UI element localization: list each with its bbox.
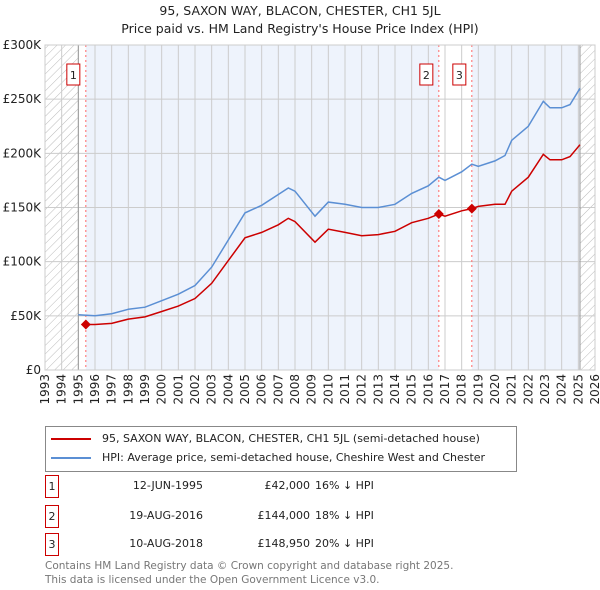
- sale-price: £148,950: [257, 537, 311, 550]
- x-tick-label: 2012: [355, 374, 369, 405]
- sale-point: [433, 209, 444, 219]
- x-tick-label: 2015: [405, 374, 419, 405]
- x-tick-label: 2023: [538, 374, 552, 405]
- x-tick-label: 2014: [388, 374, 402, 405]
- legend-label-hpi: HPI: Average price, semi-detached house,…: [102, 451, 486, 464]
- sale-point: [466, 203, 477, 214]
- x-tick-label: 2017: [438, 374, 452, 405]
- x-tick-label: 2024: [555, 374, 569, 405]
- sale-row: 3 10-AUG-2018 £148,950 20% ↓ HPI: [45, 533, 445, 557]
- x-tick-label: 2022: [521, 374, 535, 405]
- sale-hpi-diff: 18% ↓ HPI: [315, 509, 374, 522]
- x-tick-label: 1998: [121, 374, 135, 405]
- sale-marker-label: 1: [45, 475, 59, 498]
- x-tick-label: 2005: [238, 374, 252, 405]
- legend-swatch-hpi: [51, 457, 91, 459]
- x-tick-label: 1996: [88, 374, 102, 405]
- sale-marker-label: 2: [45, 505, 59, 528]
- footer: Contains HM Land Registry data © Crown c…: [45, 559, 453, 587]
- y-tick-label: £100K: [3, 255, 43, 269]
- sale-row: 2 19-AUG-2016 £144,000 18% ↓ HPI: [45, 505, 445, 529]
- chart-title: 95, SAXON WAY, BLACON, CHESTER, CH1 5JL: [159, 3, 441, 18]
- sale-hpi-diff: 16% ↓ HPI: [315, 479, 374, 492]
- sale-point: [80, 319, 91, 330]
- footer-licence: This data is licensed under the Open Gov…: [45, 574, 380, 586]
- sale-date: 19-AUG-2016: [129, 509, 203, 522]
- x-tick-label: 2007: [271, 374, 285, 405]
- sale-date: 12-JUN-1995: [132, 479, 203, 492]
- x-tick-label: 2016: [421, 374, 435, 405]
- sale-price: £144,000: [257, 509, 311, 522]
- y-tick-label: £300K: [3, 38, 43, 52]
- x-tick-label: 2000: [155, 374, 169, 405]
- price-chart: 1993 1994 1995 1996 1997 1998 1999 2000 2001 2002…: [3, 38, 600, 405]
- sale-marker-box: [419, 63, 434, 86]
- x-tick-label: 2001: [171, 374, 185, 405]
- x-tick-label: 2021: [505, 374, 519, 405]
- x-tick-label: 2004: [221, 374, 235, 405]
- x-tick-label: 1995: [71, 374, 85, 405]
- chart-subtitle: Price paid vs. HM Land Registry's House …: [121, 21, 479, 36]
- sale-row: 1 12-JUN-1995 £42,000 16% ↓ HPI: [45, 475, 445, 499]
- x-tick-label: 2013: [371, 374, 385, 405]
- x-tick-label: 2020: [488, 374, 502, 405]
- x-tick-label: 2018: [455, 374, 469, 405]
- footer-copyright: Contains HM Land Registry data © Crown c…: [45, 560, 454, 572]
- sale-marker-number: 3: [456, 69, 463, 82]
- legend-swatch-property: [51, 438, 91, 440]
- y-tick-label: £0: [26, 363, 41, 377]
- x-tick-label: 2006: [255, 374, 269, 405]
- sale-marker-box: [452, 63, 467, 86]
- legend-label-property: 95, SAXON WAY, BLACON, CHESTER, CH1 5JL …: [102, 432, 480, 445]
- series-line: [85, 144, 581, 326]
- x-tick-label: 2026: [588, 374, 600, 405]
- x-tick-label: 2008: [288, 374, 302, 405]
- y-tick-label: £50K: [10, 309, 42, 323]
- x-tick-label: 2010: [321, 374, 335, 405]
- x-tick-label: 2025: [571, 374, 585, 405]
- x-tick-label: 1994: [55, 374, 69, 405]
- x-tick-label: 2003: [205, 374, 219, 405]
- legend: 95, SAXON WAY, BLACON, CHESTER, CH1 5JL …: [45, 426, 517, 472]
- y-tick-label: £150K: [3, 201, 43, 215]
- sale-price: £42,000: [264, 479, 311, 492]
- y-tick-label: £200K: [3, 146, 43, 160]
- plot-border: [44, 44, 596, 371]
- x-tick-label: 2019: [471, 374, 485, 405]
- y-tick-label: £250K: [3, 92, 43, 106]
- x-tick-label: 1993: [38, 374, 52, 405]
- sale-marker-label: 3: [45, 533, 59, 556]
- sale-hpi-diff: 20% ↓ HPI: [315, 537, 374, 550]
- x-tick-label: 1997: [105, 374, 119, 405]
- sale-marker-number: 2: [423, 69, 430, 82]
- x-tick-label: 2002: [188, 374, 202, 405]
- x-tick-label: 2011: [338, 374, 352, 405]
- sale-marker-box: [66, 63, 81, 86]
- sale-date: 10-AUG-2018: [129, 537, 203, 550]
- x-tick-label: 1999: [138, 374, 152, 405]
- series-line: [78, 87, 581, 317]
- x-tick-label: 2009: [305, 374, 319, 405]
- sale-marker-number: 1: [70, 69, 77, 82]
